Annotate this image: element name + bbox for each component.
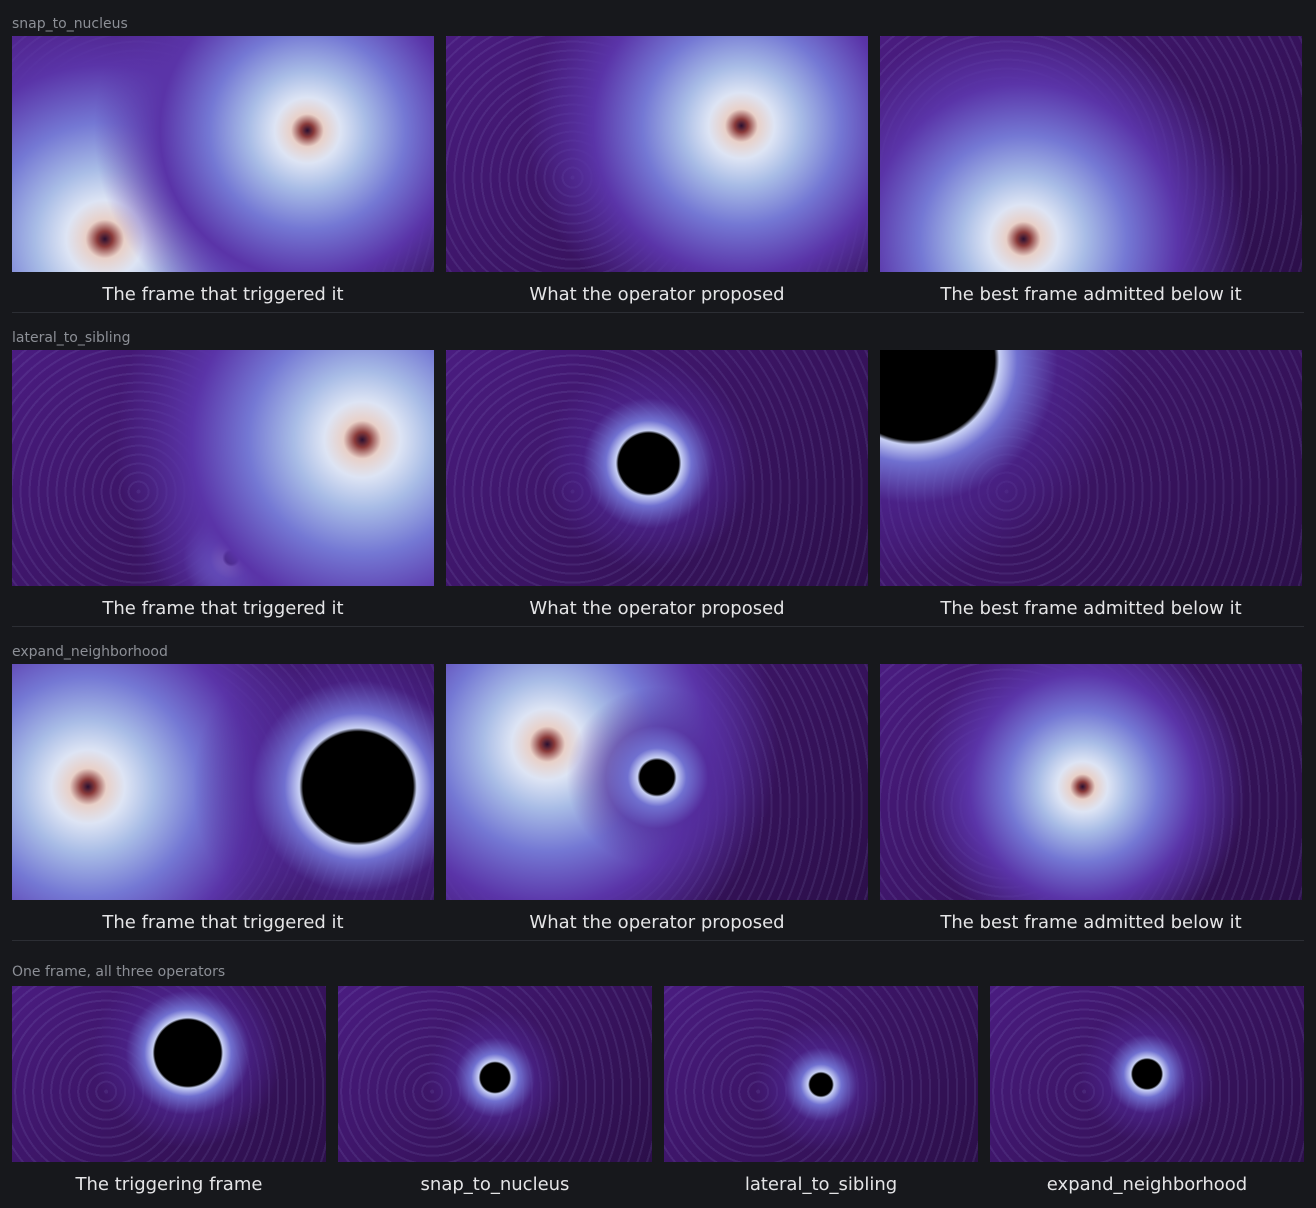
caption: The best frame admitted below it [940, 284, 1242, 305]
fractal-image [880, 350, 1302, 586]
section-label: snap_to_nucleus [12, 16, 128, 32]
fractal-image [12, 36, 434, 272]
fractal-image [12, 350, 434, 586]
caption: The frame that triggered it [102, 598, 344, 619]
caption: The frame that triggered it [102, 284, 344, 305]
fractal-image [446, 664, 868, 900]
section-label: lateral_to_sibling [12, 330, 131, 346]
caption: The best frame admitted below it [940, 912, 1242, 933]
caption: What the operator proposed [529, 912, 785, 933]
fractal-image [446, 350, 868, 586]
caption: The frame that triggered it [102, 912, 344, 933]
divider [12, 940, 1304, 941]
fractal-image [12, 664, 434, 900]
caption: What the operator proposed [529, 284, 785, 305]
caption: The best frame admitted below it [940, 598, 1242, 619]
section-label: One frame, all three operators [12, 964, 226, 980]
fractal-image [990, 986, 1304, 1162]
section-label: expand_neighborhood [12, 644, 168, 660]
fractal-image [12, 986, 326, 1162]
fractal-image [446, 36, 868, 272]
fractal-image [338, 986, 652, 1162]
fractal-image [880, 36, 1302, 272]
caption: snap_to_nucleus [420, 1174, 570, 1195]
caption: expand_neighborhood [1046, 1174, 1248, 1195]
caption: What the operator proposed [529, 598, 785, 619]
divider [12, 312, 1304, 313]
fractal-image [664, 986, 978, 1162]
caption: The triggering frame [75, 1174, 263, 1195]
fractal-image [880, 664, 1302, 900]
caption: lateral_to_sibling [744, 1174, 898, 1195]
divider [12, 626, 1304, 627]
